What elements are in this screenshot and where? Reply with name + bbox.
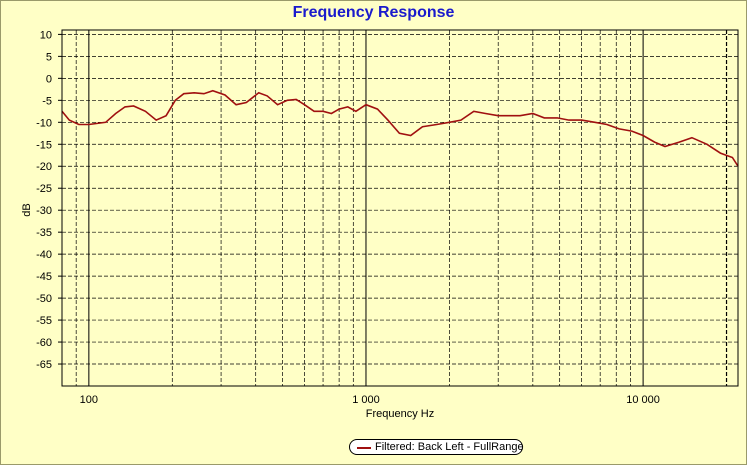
y-tick-label: -30 xyxy=(36,205,52,217)
y-tick-label: -15 xyxy=(36,139,52,151)
y-tick-label: -50 xyxy=(36,293,52,305)
series-line-back-left-fullrange xyxy=(61,89,739,167)
legend-label: Filtered: Back Left - FullRange xyxy=(375,441,524,453)
y-tick-label: -25 xyxy=(36,183,52,195)
y-tick-label: -45 xyxy=(36,271,52,283)
grid-lines xyxy=(61,30,738,386)
y-tick-label: -40 xyxy=(36,249,52,261)
y-tick-label: 0 xyxy=(46,73,52,85)
y-tick-label: -35 xyxy=(36,227,52,239)
chart-title: Frequency Response xyxy=(292,4,455,21)
x-axis-label: Frequency Hz xyxy=(366,408,434,420)
y-tick-label: -5 xyxy=(42,95,52,107)
tick-labels: 10 5 0 -5 -10 -15 -20 -25 -30 -35 -40 -45 -50 -55 -60 -… xyxy=(36,29,660,406)
y-tick-label: -55 xyxy=(36,315,52,327)
y-tick-label: -10 xyxy=(36,117,52,129)
y-tick-label: 5 xyxy=(46,51,52,63)
y-tick-label: -20 xyxy=(36,161,52,173)
plot-area xyxy=(62,30,738,386)
x-tick-label: 100 xyxy=(80,394,98,406)
legend[interactable]: Filtered: Back Left - FullRange xyxy=(349,439,524,455)
plot-border xyxy=(61,29,739,387)
legend-swatch xyxy=(357,447,371,449)
y-axis-label: dB xyxy=(21,203,33,216)
y-tick-label: -60 xyxy=(36,337,52,349)
y-tick-label: 10 xyxy=(40,29,52,41)
x-tick-label: 1 000 xyxy=(352,394,380,406)
y-tick-label: -65 xyxy=(36,359,52,371)
x-tick-label: 10 000 xyxy=(626,394,660,406)
